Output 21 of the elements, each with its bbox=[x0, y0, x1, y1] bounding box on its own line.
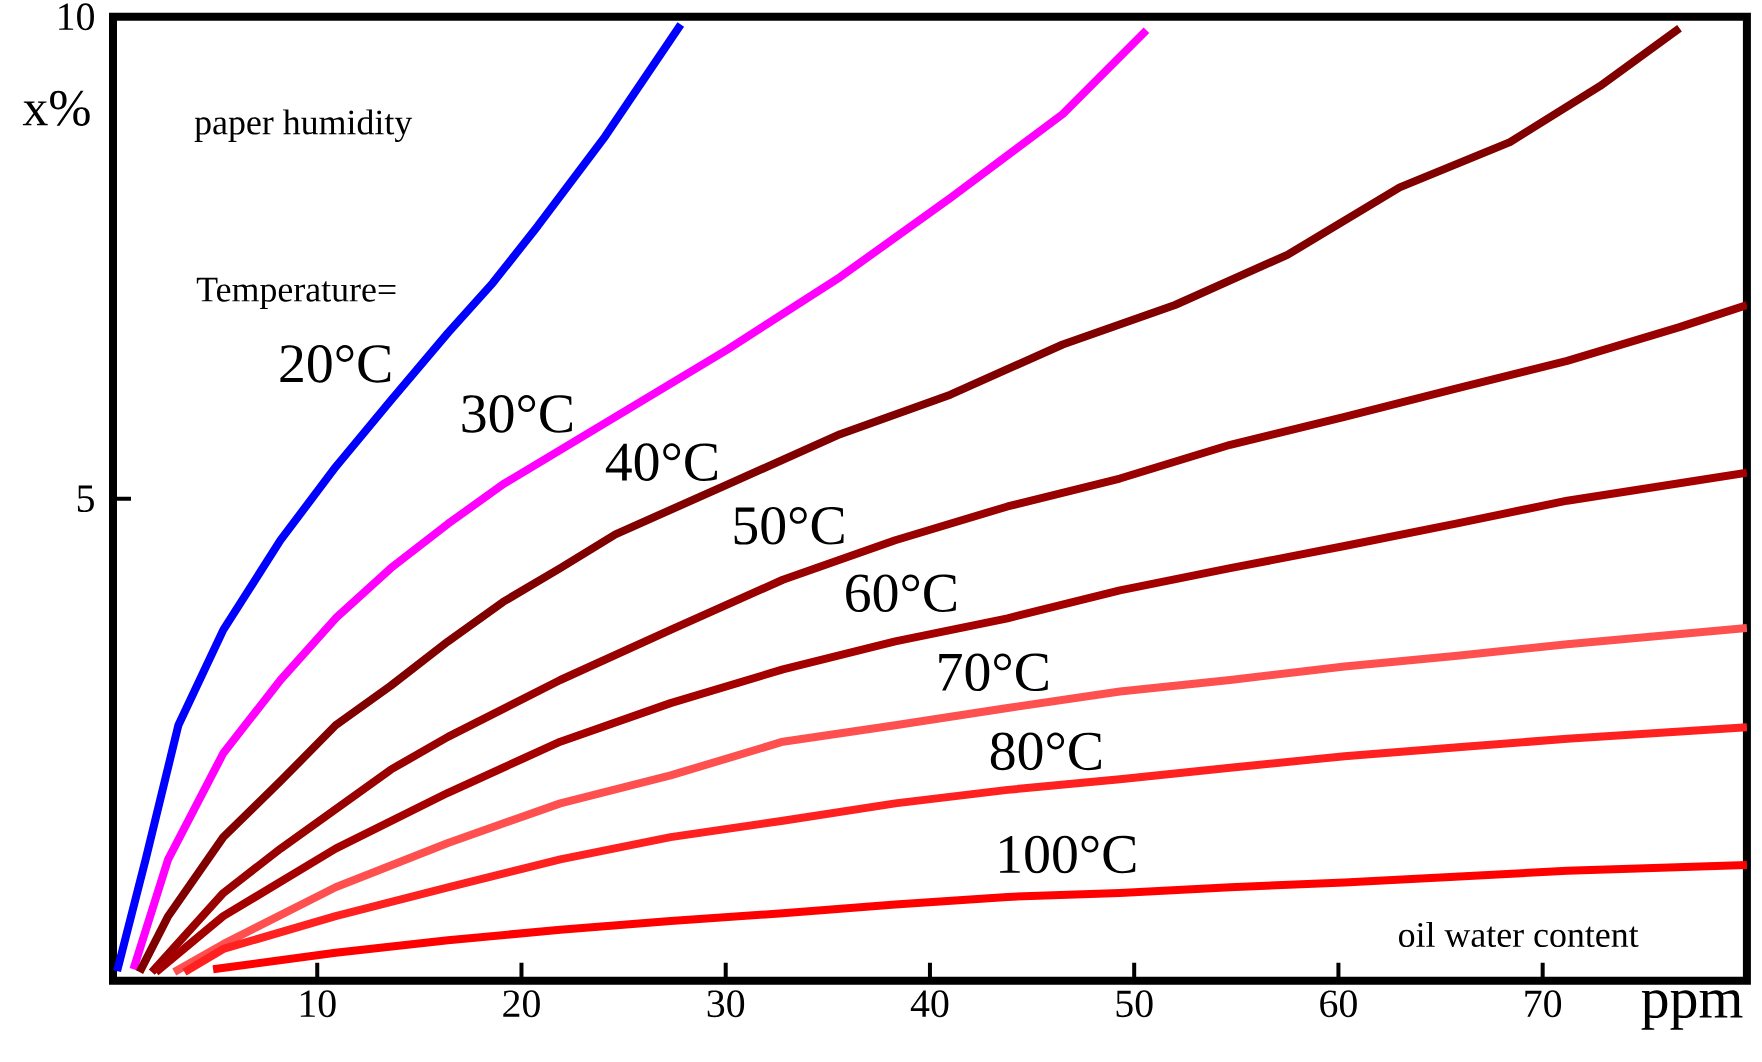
series-label: 40°C bbox=[605, 443, 717, 482]
annotation: paper humidity bbox=[194, 109, 413, 143]
annotation: Temperature= bbox=[196, 277, 396, 310]
x-tick-label: 40 bbox=[910, 990, 949, 1018]
series-label: 50°C bbox=[734, 507, 844, 545]
series-label: 30°C bbox=[462, 395, 572, 433]
x-tick-label: 70 bbox=[1525, 990, 1562, 1018]
series-label: 20°C bbox=[280, 345, 391, 383]
y-axis-title: x% bbox=[22, 90, 90, 127]
series-label: 60°C bbox=[846, 574, 956, 613]
x-tick-label: 60 bbox=[1320, 990, 1357, 1018]
annotation: oil water content bbox=[1399, 921, 1639, 948]
series-label: 80°C bbox=[990, 732, 1101, 771]
x-tick-label: 20 bbox=[503, 990, 540, 1018]
y-tick-label: 5 bbox=[77, 485, 94, 513]
series-label: 70°C bbox=[939, 653, 1048, 692]
x-tick-label: 10 bbox=[300, 990, 336, 1018]
series-label: 100°C bbox=[1000, 835, 1136, 874]
x-tick-label: 50 bbox=[1116, 990, 1153, 1018]
x-tick-label: 30 bbox=[707, 990, 745, 1018]
x-axis-title: ppm bbox=[1641, 990, 1743, 1030]
